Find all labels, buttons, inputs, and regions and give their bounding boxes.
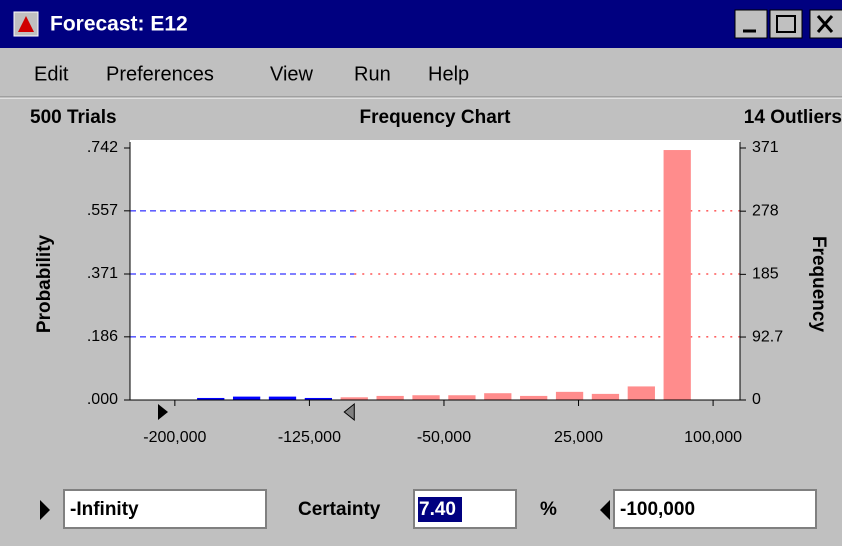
y-tick-label: .371 (87, 265, 118, 282)
trials-label: 500 Trials (30, 107, 117, 128)
window-title: Forecast: E12 (50, 13, 188, 36)
lower-marker (158, 404, 168, 420)
certainty-unit: % (540, 499, 557, 520)
chart-title: Frequency Chart (360, 107, 512, 128)
menu-item[interactable]: Help (428, 63, 469, 85)
menu-item[interactable]: Preferences (106, 63, 214, 85)
maximize-glyph (776, 15, 796, 33)
y2-tick-label: 92.7 (752, 328, 783, 345)
app-icon-shape (18, 16, 34, 32)
window-buttons (734, 9, 842, 39)
y2-axis-label: Frequency (808, 236, 829, 333)
y-tick-label: .186 (87, 328, 118, 345)
bar (591, 393, 620, 400)
title-bar (0, 0, 842, 48)
upper-input-text: -100,000 (620, 499, 695, 520)
bar (340, 397, 368, 400)
x-tick-label: -200,000 (143, 429, 206, 446)
menu-bar: Edit Preferences View Run Help (34, 63, 469, 85)
outliers-label: 14 Outliers (744, 107, 842, 128)
certainty-value: 7.40 (419, 499, 456, 520)
upper-marker (343, 402, 355, 422)
y-tick-label: .000 (87, 391, 118, 408)
bar (448, 395, 476, 400)
bar (304, 397, 333, 400)
x-tick-label: -125,000 (278, 429, 341, 446)
bar (484, 393, 512, 400)
bar (412, 395, 440, 400)
x-tick-label: 25,000 (554, 429, 603, 446)
lower-input[interactable] (63, 489, 267, 529)
y2-tick-label: 0 (752, 391, 761, 408)
maximize-button[interactable] (769, 9, 803, 39)
minimize-button[interactable] (734, 9, 768, 39)
plot-area (130, 140, 740, 400)
y-axis-label: Probability (34, 234, 55, 333)
bar (232, 396, 261, 400)
certainty-label: Certainty (298, 499, 381, 520)
y-tick-label: .742 (87, 139, 118, 156)
menu-item[interactable]: Run (354, 63, 391, 85)
menu-item[interactable]: Edit (34, 63, 69, 85)
menu-item[interactable]: View (270, 63, 314, 85)
upper-input[interactable] (613, 489, 817, 529)
close-glyph (816, 15, 834, 33)
bar (627, 386, 655, 400)
y-tick-label: .557 (87, 202, 118, 219)
bar (520, 395, 548, 400)
y2-tick-label: 278 (752, 202, 779, 219)
bar (376, 395, 404, 400)
upper-arrow[interactable] (600, 500, 610, 520)
certainty-bar: -Infinity Certainty 7.40 % -100,000 (40, 489, 817, 529)
plot: .000 .186 .371 .557 .742 0 92.7 185 278 371 -200,0… (87, 139, 783, 446)
lower-input-text: -Infinity (70, 499, 139, 520)
bar (268, 396, 297, 400)
bar (555, 391, 584, 400)
bar (197, 397, 225, 400)
selection-highlight (418, 497, 462, 522)
y2-tick-label: 185 (752, 266, 779, 283)
y2-tick-label: 371 (752, 139, 779, 156)
x-tick-label: 100,000 (684, 429, 742, 446)
x-tick-label: -50,000 (417, 429, 471, 446)
lower-arrow[interactable] (40, 500, 50, 520)
bar (663, 150, 691, 400)
